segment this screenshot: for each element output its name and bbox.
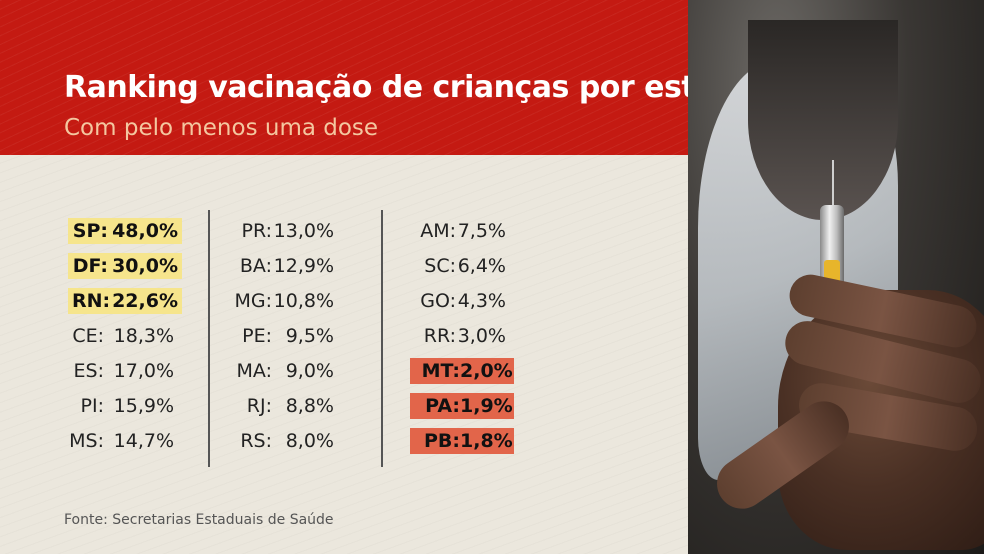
column-divider [208,210,210,467]
state-code: GO: [420,289,456,312]
ranking-row: DF: 30,0% [68,248,182,283]
ranking-entry: RS: 8,0% [232,430,334,452]
ranking-entry: SP: 48,0% [68,217,182,244]
ranking-row: MT:2,0% [410,353,514,388]
vaccination-percent: 7,5% [457,219,506,242]
vaccination-percent: 1,9% [460,394,513,417]
source-note: Fonte: Secretarias Estaduais de Saúde [64,512,334,528]
state-code: PR: [241,219,272,242]
vaccination-percent: 10,8% [273,289,334,312]
ranking-row: RS: 8,0% [232,423,334,458]
ranking-row: GO:4,3% [410,283,514,318]
ranking-entry: DF: 30,0% [68,252,182,279]
vaccination-percent: 15,9% [113,394,174,417]
column-divider [381,210,383,467]
ranking-row: SP: 48,0% [68,213,182,248]
state-code: PA: [425,394,460,417]
ranking-entry: PB:1,8% [410,427,514,454]
ranking-entry: ES: 17,0% [68,360,174,382]
vaccination-percent: 8,8% [285,394,334,417]
state-code: RN: [72,289,111,312]
vaccination-percent: 13,0% [273,219,334,242]
ranking-entry: RN: 22,6% [68,287,182,314]
state-code: MA: [236,359,272,382]
state-code: PI: [80,394,104,417]
vaccination-percent: 18,3% [113,324,174,347]
ranking-row: PE: 9,5% [232,318,334,353]
state-code: PB: [423,429,460,452]
state-code: MT: [421,359,460,382]
ranking-entry: PE: 9,5% [232,325,334,347]
vaccination-percent: 8,0% [285,429,334,452]
vaccination-percent: 48,0% [112,219,178,242]
vaccination-percent: 9,5% [285,324,334,347]
ranking-row: MA: 9,0% [232,353,334,388]
ranking-row: ES: 17,0% [68,353,182,388]
state-code: RS: [240,429,272,452]
vaccination-percent: 2,0% [460,359,513,382]
ranking-entry: PA:1,9% [410,392,514,419]
state-code: MG: [234,289,272,312]
vaccination-percent: 6,4% [457,254,506,277]
state-code: PE: [242,324,272,347]
ranking-entry: AM:7,5% [410,220,506,242]
vaccination-percent: 17,0% [113,359,174,382]
ranking-entry: CE: 18,3% [68,325,174,347]
page-title: Ranking vacinação de crianças por estado [64,70,757,105]
ranking-column-3: AM:7,5% SC:6,4% GO:4,3% RR:3,0% MT:2,0% PA:1,… [410,213,514,458]
ranking-row: RN: 22,6% [68,283,182,318]
ranking-column-2: PR:13,0% BA:12,9% MG:10,8% PE: 9,5% MA: 9,0% RJ… [232,213,334,458]
ranking-row: AM:7,5% [410,213,514,248]
state-code: MS: [69,429,104,452]
ranking-entry: MS: 14,7% [68,430,174,452]
vaccination-percent: 3,0% [457,324,506,347]
ranking-row: MS: 14,7% [68,423,182,458]
ranking-entry: MT:2,0% [410,357,514,384]
ranking-row: BA:12,9% [232,248,334,283]
ranking-row: CE: 18,3% [68,318,182,353]
ranking-entry: BA:12,9% [232,255,334,277]
state-code: SC: [424,254,456,277]
ranking-row: RJ: 8,8% [232,388,334,423]
ranking-row: MG:10,8% [232,283,334,318]
collar-shape [748,20,898,220]
state-code: ES: [73,359,104,382]
ranking-row: PB:1,8% [410,423,514,458]
state-code: CE: [72,324,104,347]
header-banner: Ranking vacinação de crianças por estado… [0,0,757,155]
needle-shape [832,160,834,210]
vaccination-percent: 14,7% [113,429,174,452]
ranking-entry: MA: 9,0% [232,360,334,382]
vaccination-percent: 9,0% [285,359,334,382]
state-code: SP: [72,219,108,242]
ranking-row: PI: 15,9% [68,388,182,423]
state-code: RR: [423,324,456,347]
state-code: DF: [72,254,108,277]
ranking-entry: GO:4,3% [410,290,506,312]
ranking-entry: PR:13,0% [232,220,334,242]
ranking-row: SC:6,4% [410,248,514,283]
ranking-entry: SC:6,4% [410,255,506,277]
ranking-row: RR:3,0% [410,318,514,353]
vaccination-percent: 12,9% [273,254,334,277]
ranking-entry: MG:10,8% [232,290,334,312]
state-code: BA: [239,254,272,277]
ranking-row: PA:1,9% [410,388,514,423]
ranking-entry: PI: 15,9% [68,395,174,417]
vaccination-percent: 1,8% [460,429,513,452]
state-code: AM: [420,219,456,242]
vaccination-percent: 30,0% [112,254,178,277]
ranking-entry: RJ: 8,8% [232,395,334,417]
page-subtitle: Com pelo menos uma dose [64,115,379,141]
vaccination-percent: 22,6% [112,289,178,312]
state-code: RJ: [246,394,272,417]
ranking-row: PR:13,0% [232,213,334,248]
vaccination-percent: 4,3% [457,289,506,312]
ranking-column-1: SP: 48,0% DF: 30,0% RN: 22,6% CE: 18,3% ES: 17,0%… [68,213,182,458]
ranking-entry: RR:3,0% [410,325,506,347]
vaccine-photo [688,0,984,554]
